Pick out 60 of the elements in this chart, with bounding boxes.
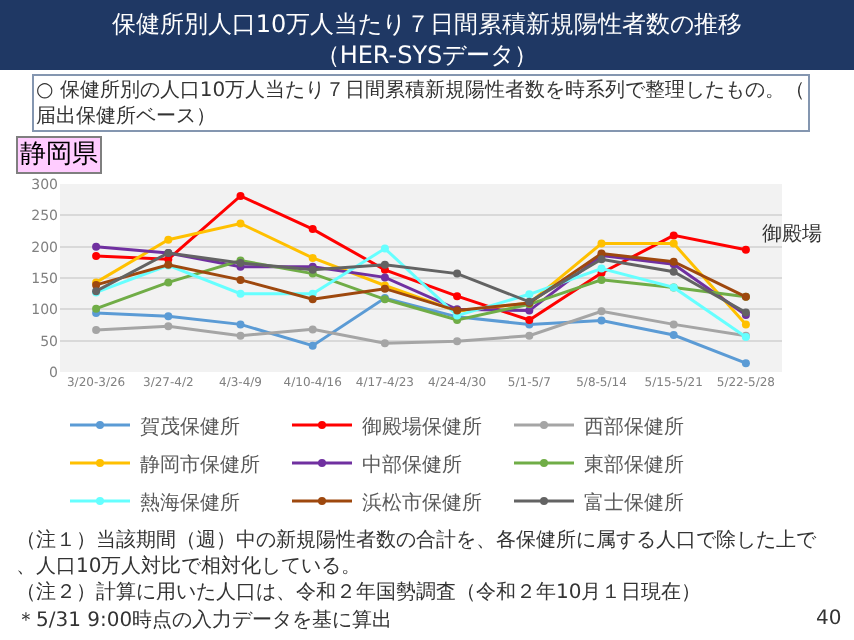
legend-label: 富士保健所 xyxy=(584,490,684,515)
point xyxy=(525,306,534,315)
legend-label: 熱海保健所 xyxy=(140,490,240,515)
point xyxy=(380,244,389,253)
point xyxy=(308,295,317,304)
text: （注１）当該期間（週）中の新規陽性者数の合計を、各保健所に属する人口で除した上で、人口10万人対比で相対化している。 xyxy=(16,528,818,578)
point xyxy=(525,331,534,340)
point xyxy=(741,245,750,254)
point xyxy=(164,322,173,331)
text: （注２）計算に用いた人口は、令和２年国勢調査（令和２年10月１日現在） xyxy=(16,580,702,604)
point xyxy=(597,264,606,273)
point xyxy=(236,191,245,200)
point xyxy=(597,239,606,248)
point xyxy=(669,239,678,248)
point xyxy=(92,304,101,313)
point xyxy=(92,242,101,251)
point xyxy=(597,307,606,316)
point xyxy=(453,337,462,346)
legend-label: 御殿場保健所 xyxy=(362,414,482,439)
point xyxy=(308,225,317,234)
point xyxy=(669,320,678,329)
legend-label: 浜松市保健所 xyxy=(362,490,482,515)
text: 40 xyxy=(816,608,842,630)
text: 静岡県 xyxy=(20,140,98,170)
legend-label: 賀茂保健所 xyxy=(140,414,240,439)
point xyxy=(597,316,606,325)
point xyxy=(308,341,317,350)
point xyxy=(236,331,245,340)
point xyxy=(164,278,173,287)
point xyxy=(525,315,534,324)
point xyxy=(525,290,534,299)
point xyxy=(236,219,245,228)
legend-label: 東部保健所 xyxy=(584,452,684,477)
point xyxy=(236,289,245,298)
point xyxy=(669,231,678,240)
point xyxy=(453,269,462,278)
point xyxy=(741,359,750,368)
chart-subtitle: ○ 保健所別の人口10万人当たり７日間累積新規陽性者数を時系列で整理したもの。（届出保健所ベース） xyxy=(36,78,806,128)
point xyxy=(380,273,389,282)
point xyxy=(597,275,606,284)
point xyxy=(380,260,389,269)
point xyxy=(741,320,750,329)
point xyxy=(669,267,678,276)
point xyxy=(453,292,462,301)
text: ＊5/31 9:00時点の入力データを基に算出 xyxy=(16,608,393,632)
point xyxy=(92,326,101,335)
point xyxy=(669,331,678,340)
legend-label: 静岡市保健所 xyxy=(140,452,260,477)
annotation: 御殿場 xyxy=(762,222,822,246)
point xyxy=(380,339,389,348)
point xyxy=(236,320,245,329)
point xyxy=(308,253,317,262)
point xyxy=(164,312,173,321)
chart-title: 保健所別人口10万人当たり７日間累積新規陽性者数の推移（HER-SYSデータ） xyxy=(111,10,743,70)
point xyxy=(308,325,317,334)
point xyxy=(164,235,173,244)
legend-label: 中部保健所 xyxy=(362,452,462,477)
point xyxy=(236,275,245,284)
legend-label: 西部保健所 xyxy=(584,414,684,439)
point xyxy=(92,252,101,261)
